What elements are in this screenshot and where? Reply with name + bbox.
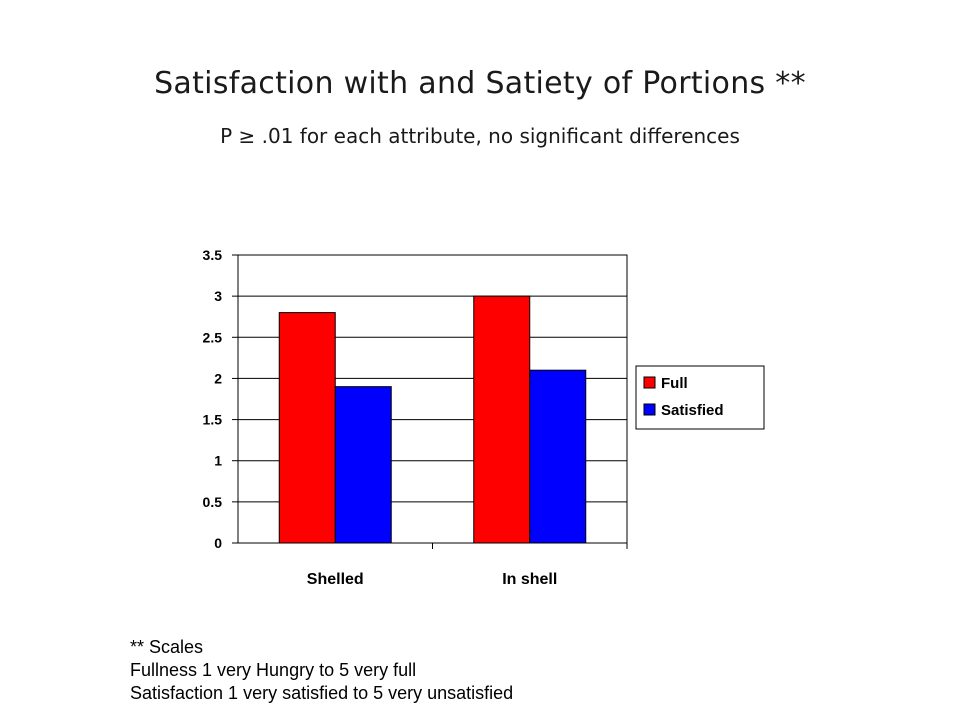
chart-subtitle: P ≥ .01 for each attribute, no significa… bbox=[220, 124, 740, 148]
scale-notes: ** Scales Fullness 1 very Hungry to 5 ve… bbox=[130, 636, 513, 705]
y-tick-label: 3 bbox=[214, 288, 222, 304]
y-tick-label: 1 bbox=[214, 453, 222, 469]
bar-full-in-shell bbox=[473, 295, 531, 544]
legend-swatch-satisfied bbox=[643, 403, 656, 416]
x-category-label: Shelled bbox=[307, 571, 364, 588]
legend-label-satisfied: Satisfied bbox=[661, 402, 724, 419]
y-tick-label: 0 bbox=[214, 535, 222, 551]
legend-swatch-full bbox=[643, 376, 656, 389]
fullness-scale-note: Fullness 1 very Hungry to 5 very full bbox=[130, 660, 417, 680]
y-tick-label: 3.5 bbox=[203, 247, 223, 263]
y-tick-label: 1.5 bbox=[203, 412, 223, 428]
x-category-label: In shell bbox=[502, 571, 557, 588]
scale-notes-heading: ** Scales bbox=[130, 637, 204, 657]
chart-title: Satisfaction with and Satiety of Portion… bbox=[154, 66, 806, 101]
y-tick-label: 0.5 bbox=[203, 494, 223, 510]
bar-full-shelled bbox=[278, 312, 336, 544]
legend-label-full: Full bbox=[661, 375, 688, 392]
satisfaction-scale-note: Satisfaction 1 very satisfied to 5 very … bbox=[130, 683, 514, 703]
y-tick-label: 2.5 bbox=[203, 329, 223, 345]
bar-satisfied-in-shell bbox=[529, 369, 587, 544]
bar-satisfied-shelled bbox=[334, 386, 392, 544]
y-tick-label: 2 bbox=[214, 370, 222, 386]
legend-box bbox=[635, 365, 765, 430]
